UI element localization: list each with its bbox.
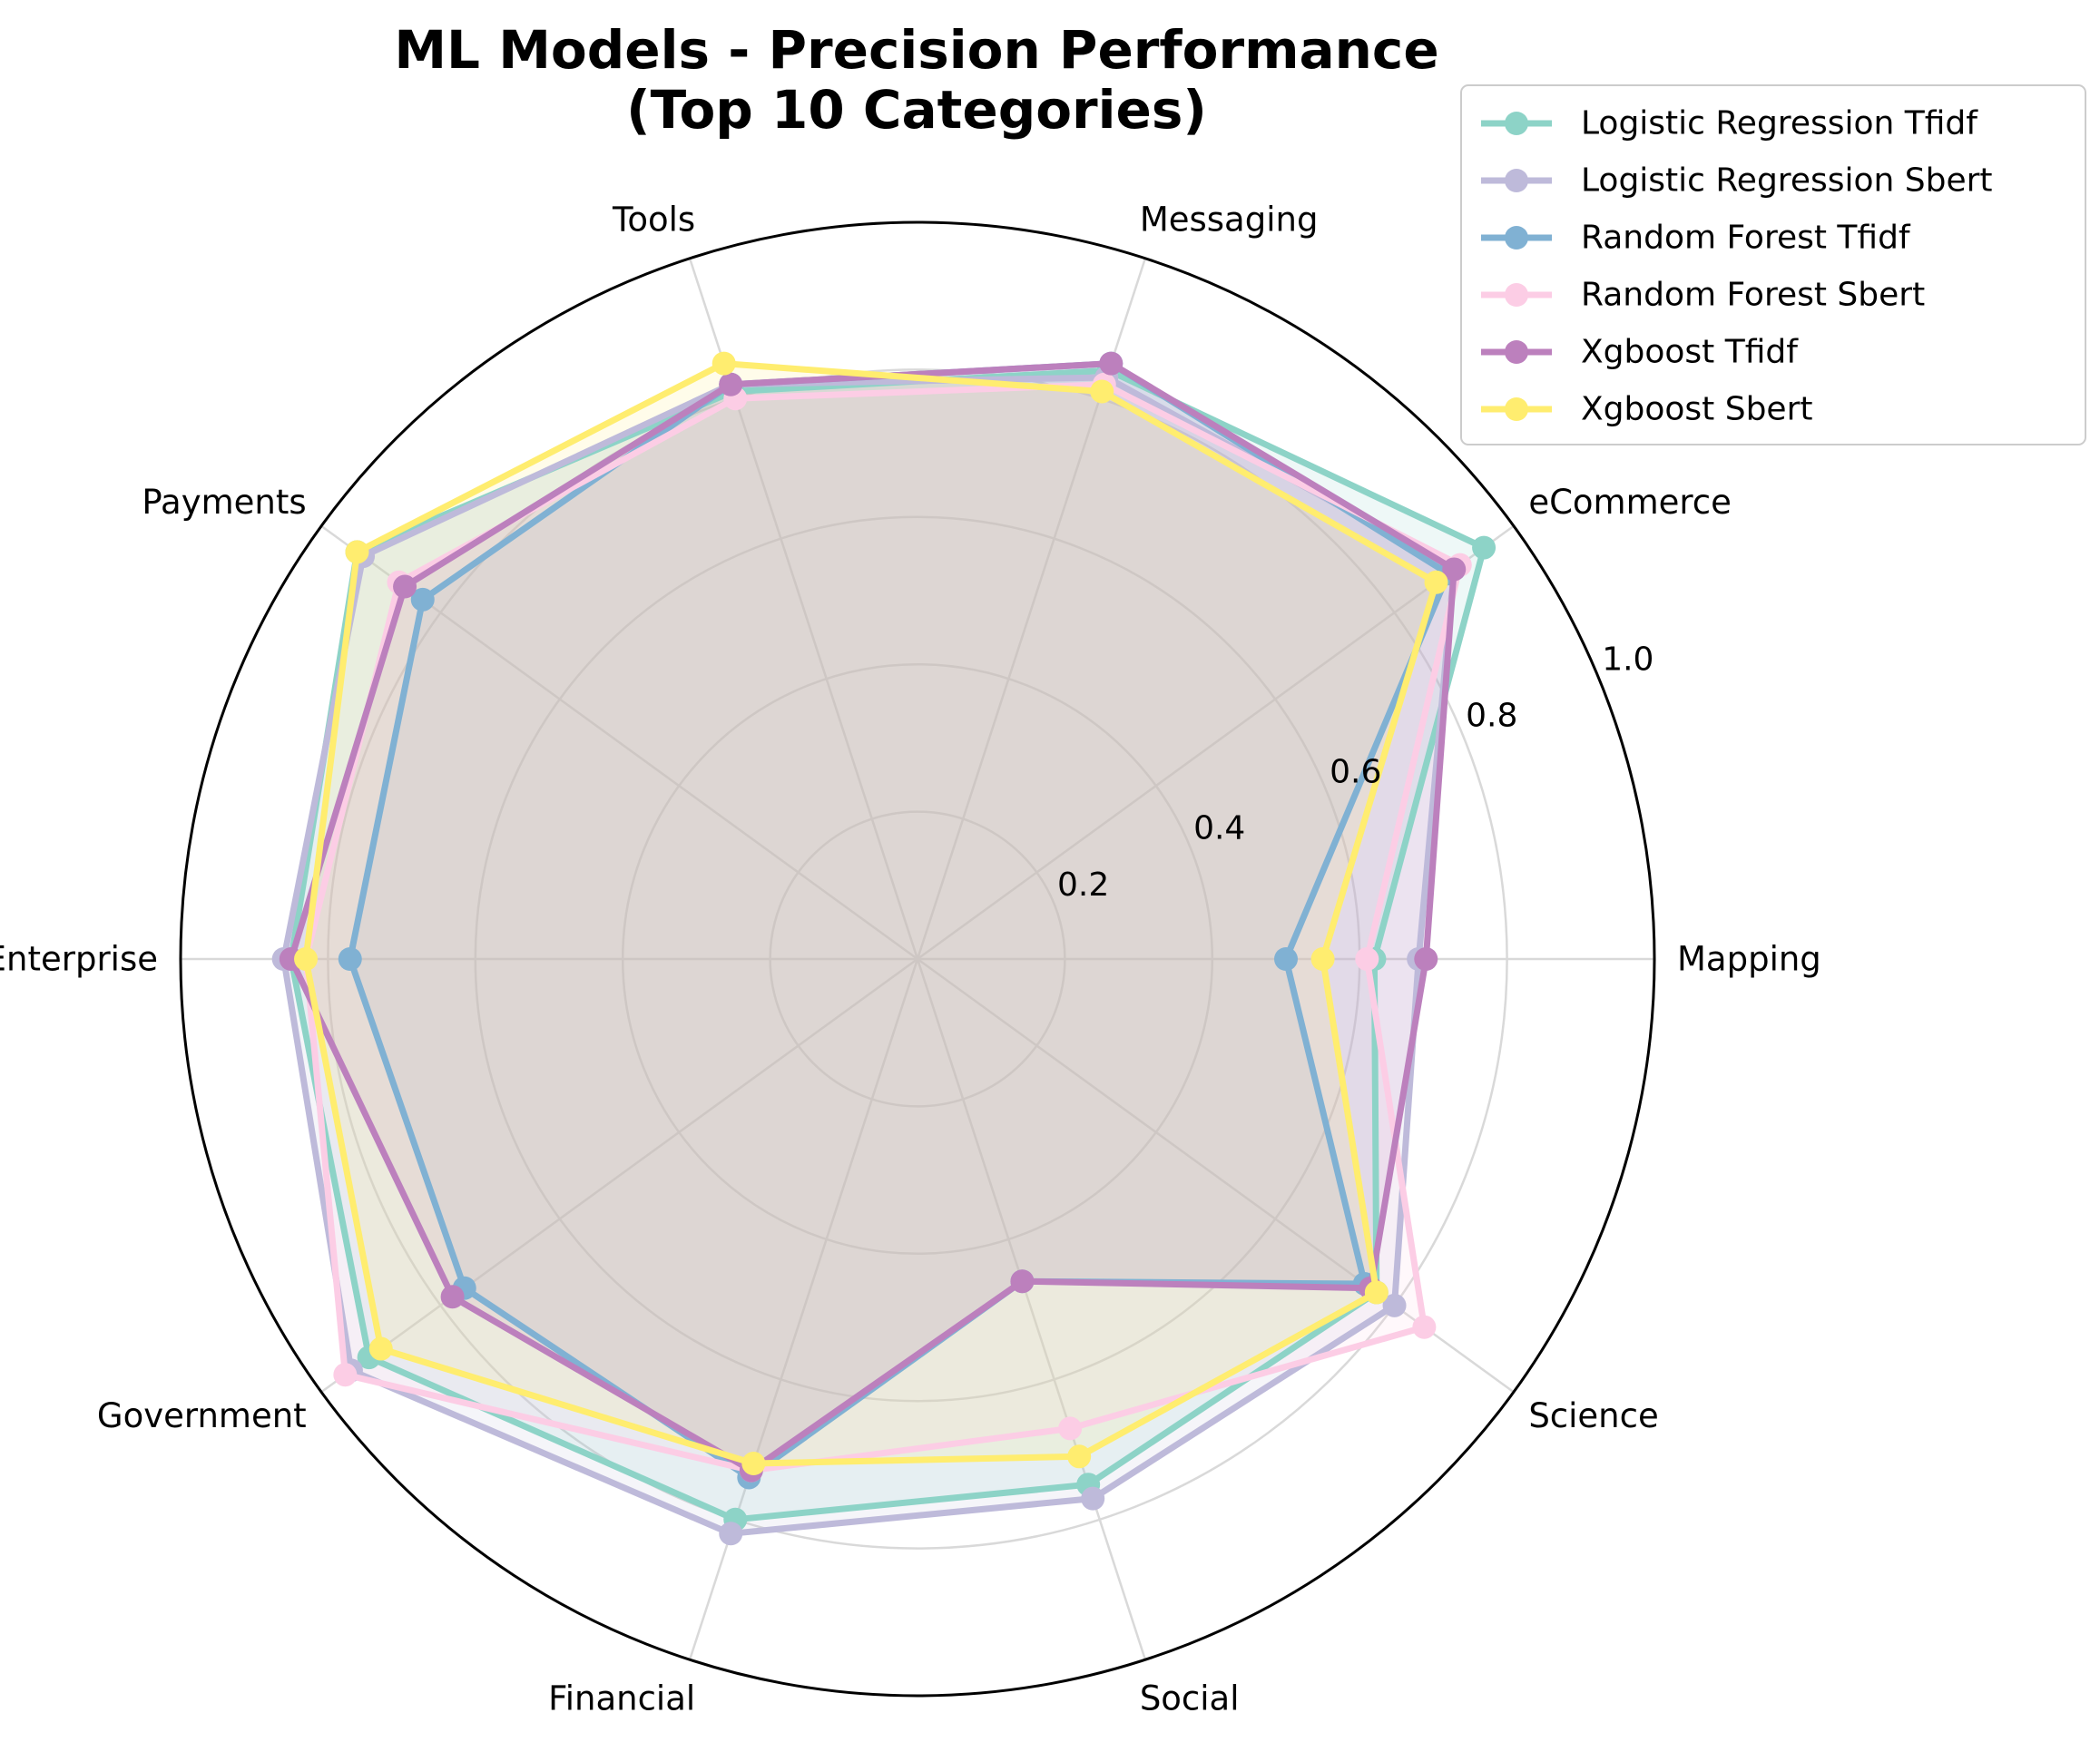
legend-entry: Logistic Regression Sbert	[1581, 162, 1993, 200]
data-point	[1058, 1416, 1083, 1441]
radial-tick-label: 0.4	[1193, 810, 1245, 847]
category-label: Financial	[548, 1679, 695, 1718]
data-point	[719, 1522, 743, 1546]
data-point	[1412, 1315, 1437, 1339]
category-label: eCommerce	[1528, 483, 1732, 522]
data-point	[1382, 1293, 1407, 1317]
grid-spoke	[917, 524, 1515, 961]
data-point	[1424, 570, 1448, 594]
grid-spoke	[917, 957, 1515, 1394]
data-point	[741, 1452, 766, 1476]
category-label: Messaging	[1140, 200, 1319, 239]
legend-entry: Xgboost Sbert	[1581, 391, 1813, 428]
chart-title: ML Models - Precision Performance (Top 1…	[372, 20, 1461, 140]
data-point	[410, 587, 435, 612]
data-point	[1090, 379, 1114, 404]
data-point	[1099, 351, 1124, 376]
series-fill	[290, 363, 1455, 1471]
legend-swatch-marker	[1505, 112, 1528, 135]
radial-tick-label: 0.6	[1330, 754, 1381, 791]
category-label: Government	[97, 1396, 307, 1435]
category-label: Enterprise	[0, 940, 158, 979]
data-point	[440, 1285, 465, 1309]
radial-tick-label: 1.0	[1602, 641, 1654, 678]
legend-entry: Logistic Regression Tfidf	[1581, 105, 1978, 142]
data-point	[1355, 947, 1379, 971]
data-point	[393, 574, 417, 599]
data-point	[294, 947, 319, 971]
legend-entry: Xgboost Tfidf	[1581, 334, 1799, 371]
data-point	[345, 540, 369, 564]
data-point	[1442, 557, 1467, 582]
series-fill	[306, 363, 1437, 1464]
legend-swatch-marker	[1505, 169, 1528, 192]
radial-tick-label: 0.8	[1466, 697, 1517, 734]
category-label: Tools	[612, 200, 695, 239]
data-point	[1010, 1269, 1035, 1294]
radar-grid	[179, 220, 1656, 1698]
data-point	[1081, 1486, 1105, 1511]
series-fill	[283, 377, 1455, 1534]
data-point	[368, 1336, 393, 1361]
category-label: Science	[1528, 1396, 1658, 1435]
legend-swatch-marker	[1505, 283, 1528, 307]
legend-swatch-marker	[1505, 397, 1528, 421]
grid-spoke	[916, 958, 1147, 1660]
legend-swatch-marker	[1505, 340, 1528, 364]
legend: Logistic Regression Tfidf Logistic Regres…	[1460, 84, 2086, 445]
data-point	[719, 372, 743, 396]
polar-frame	[179, 220, 1656, 1698]
data-point	[711, 351, 736, 376]
data-point	[1067, 1444, 1092, 1469]
series-fill	[349, 363, 1448, 1478]
legend-entry: Random Forest Sbert	[1581, 277, 1925, 314]
category-labels: Mapping eCommerce Messaging Tools Payments En…	[0, 200, 1821, 1718]
series-fill	[290, 370, 1485, 1520]
category-label: Payments	[142, 483, 306, 522]
radial-tick-labels: 0.2 0.4 0.6 0.8 1.0	[1057, 641, 1654, 904]
radial-tick-label: 0.2	[1057, 866, 1109, 904]
data-point	[1310, 947, 1335, 971]
series-fills	[283, 363, 1485, 1534]
series-lines	[271, 351, 1496, 1546]
legend-swatch-marker	[1505, 226, 1528, 250]
grid-spoke	[320, 957, 918, 1394]
legend-frame	[1460, 84, 2086, 445]
data-point	[333, 1363, 358, 1387]
series-fill	[306, 384, 1460, 1471]
data-point	[1472, 535, 1496, 560]
data-point	[1274, 947, 1298, 971]
data-point	[1364, 1280, 1389, 1305]
category-label: Social	[1140, 1679, 1240, 1718]
legend-entry: Random Forest Tfidf	[1581, 220, 1911, 257]
data-point	[1414, 947, 1438, 971]
chart-title-line-2: (Top 10 Categories)	[626, 79, 1207, 141]
data-point	[338, 947, 362, 971]
chart-title-line-1: ML Models - Precision Performance	[394, 19, 1439, 81]
category-label: Mapping	[1677, 940, 1821, 979]
